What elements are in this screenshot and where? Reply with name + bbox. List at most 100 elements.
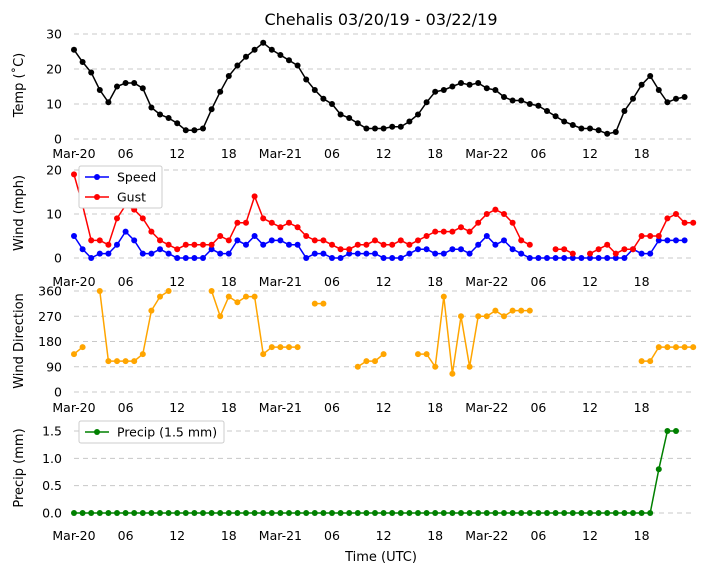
gust-point bbox=[681, 219, 688, 226]
temp-point bbox=[191, 127, 198, 134]
speed-point bbox=[303, 255, 310, 261]
temp-point bbox=[587, 125, 593, 132]
gust-point bbox=[191, 241, 198, 248]
gust-point bbox=[286, 219, 292, 226]
legend-label: Speed bbox=[117, 170, 156, 185]
x-tick-label: 12 bbox=[169, 146, 185, 161]
speed-point bbox=[466, 250, 473, 257]
speed-point bbox=[337, 255, 344, 261]
y-tick-label: 0.5 bbox=[42, 478, 62, 493]
direction-line bbox=[357, 353, 385, 368]
speed-point bbox=[277, 237, 284, 244]
gust-point bbox=[337, 246, 344, 253]
precip-point bbox=[518, 510, 525, 516]
gust-point bbox=[354, 241, 361, 248]
direction-point bbox=[372, 358, 378, 365]
temp-point bbox=[372, 125, 378, 132]
temp-point bbox=[225, 73, 232, 79]
speed-point bbox=[174, 255, 181, 261]
precip-point bbox=[329, 510, 335, 516]
precip-point bbox=[475, 510, 482, 516]
gust-point bbox=[251, 193, 258, 200]
gust-point bbox=[148, 228, 155, 235]
precip-point bbox=[260, 510, 267, 516]
gust-point bbox=[638, 233, 645, 239]
temp-point bbox=[286, 57, 292, 64]
x-tick-label: 12 bbox=[582, 146, 598, 161]
temp-point bbox=[638, 81, 645, 88]
gust-point bbox=[449, 228, 456, 235]
temp-point bbox=[569, 122, 576, 128]
precip-point bbox=[71, 510, 77, 516]
precip-point bbox=[294, 510, 301, 516]
gust-point bbox=[372, 237, 378, 244]
speed-point bbox=[509, 246, 516, 253]
temp-point bbox=[165, 115, 172, 121]
precip-point bbox=[208, 510, 215, 516]
temp-point bbox=[243, 53, 249, 60]
precip-point bbox=[320, 510, 327, 516]
gust-point bbox=[518, 237, 525, 244]
precip-point bbox=[105, 510, 112, 516]
speed-point bbox=[440, 250, 447, 257]
direction-point bbox=[243, 293, 249, 300]
speed-point bbox=[286, 241, 292, 248]
gust-point bbox=[320, 237, 327, 244]
y-tick-label: 360 bbox=[38, 284, 62, 299]
x-tick-label: 18 bbox=[221, 400, 237, 415]
temp-point bbox=[363, 125, 370, 132]
precip-point bbox=[122, 510, 129, 516]
temp-point bbox=[647, 73, 654, 79]
direction-point bbox=[440, 293, 447, 300]
temp-point bbox=[131, 80, 138, 86]
y-tick-label: 180 bbox=[38, 334, 62, 349]
x-tick-label: 12 bbox=[582, 274, 598, 289]
y-tick-label: 30 bbox=[46, 27, 62, 42]
precip-point bbox=[243, 510, 249, 516]
direction-point bbox=[423, 351, 430, 358]
direction-point bbox=[647, 358, 654, 365]
precip-point bbox=[303, 510, 310, 516]
temp-point bbox=[630, 95, 636, 102]
temp-point bbox=[578, 125, 585, 132]
legend-label: Precip (1.5 mm) bbox=[117, 425, 217, 440]
gust-point bbox=[664, 215, 671, 222]
speed-point bbox=[612, 255, 619, 261]
direction-point bbox=[354, 363, 361, 370]
gust-point bbox=[561, 246, 568, 253]
temp-point bbox=[526, 101, 533, 107]
temp-point bbox=[268, 46, 275, 53]
precip-point bbox=[251, 510, 258, 516]
temp-point bbox=[208, 106, 215, 113]
speed-point bbox=[157, 246, 163, 253]
direction-point bbox=[251, 293, 258, 300]
x-tick-label: 06 bbox=[530, 528, 546, 543]
precip-point bbox=[234, 510, 241, 516]
temp-point bbox=[561, 118, 568, 125]
speed-point bbox=[354, 250, 361, 257]
x-tick-label: Mar-22 bbox=[465, 274, 508, 289]
temp-point bbox=[389, 123, 396, 130]
direction-point bbox=[294, 344, 301, 351]
temp-point bbox=[303, 76, 310, 83]
legend-box bbox=[78, 420, 225, 444]
gust-point bbox=[71, 171, 77, 178]
gust-point bbox=[647, 233, 654, 239]
speed-point bbox=[234, 237, 241, 244]
gust-point bbox=[526, 241, 533, 248]
speed-point bbox=[569, 255, 576, 261]
chart-title: Chehalis 03/20/19 - 03/22/19 bbox=[264, 10, 497, 29]
speed-point bbox=[415, 246, 421, 253]
gust-point bbox=[552, 246, 559, 253]
direction-point bbox=[526, 307, 533, 314]
speed-point bbox=[320, 250, 327, 257]
speed-point bbox=[552, 255, 559, 261]
gust-point bbox=[389, 241, 396, 248]
x-tick-label: 18 bbox=[221, 146, 237, 161]
gust-point bbox=[303, 233, 310, 239]
precip-point bbox=[578, 510, 585, 516]
direction-point bbox=[277, 344, 284, 351]
precip-point bbox=[638, 510, 645, 516]
precip-point bbox=[346, 510, 353, 516]
precip-point bbox=[466, 510, 473, 516]
